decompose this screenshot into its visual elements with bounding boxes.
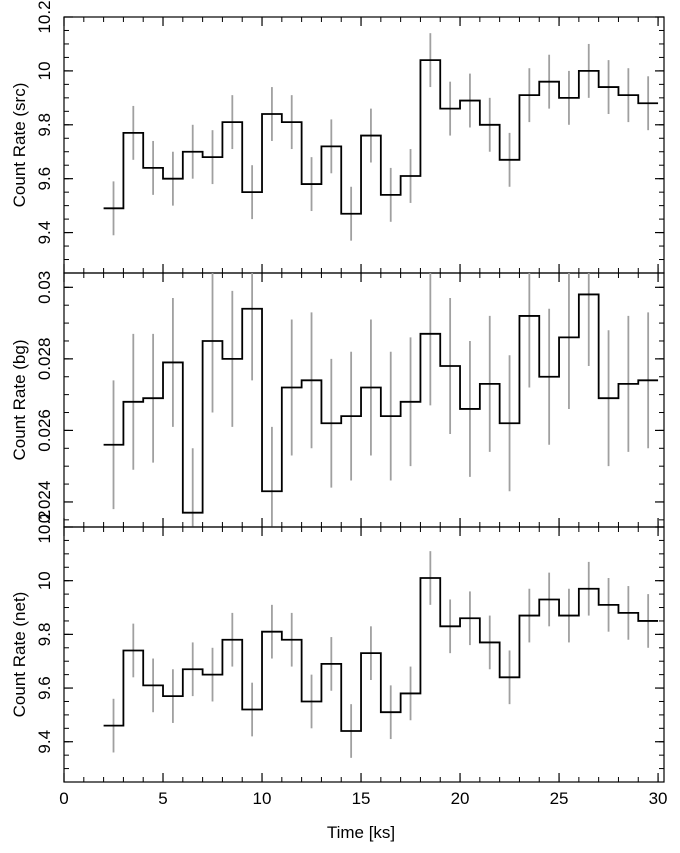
series-line [103, 293, 659, 514]
series-line [103, 577, 659, 732]
y-tick-label: 9.6 [35, 676, 54, 700]
y-tick-label: 9.6 [35, 167, 54, 191]
y-axis-label: Count Rate (net) [10, 592, 29, 718]
y-tick-label: 9.4 [35, 221, 54, 245]
y-tick-label: 9.8 [35, 623, 54, 647]
y-tick-label: 0.024 [35, 481, 54, 524]
y-axis-label: Count Rate (bg) [10, 340, 29, 461]
x-tick-label: 15 [352, 789, 371, 808]
y-tick-label: 0.028 [35, 338, 54, 381]
panel-2: 0.024 0.026 0.028 0.03 Count Rate (bg) [10, 271, 665, 528]
y-tick-label: 10.2 [35, 510, 54, 543]
y-tick-label: 9.8 [35, 113, 54, 137]
y-tick-label: 10 [35, 571, 54, 590]
series-line [103, 59, 659, 215]
y-tick-label: 9.4 [35, 730, 54, 754]
y-tick-label: 10 [35, 61, 54, 80]
y-tick-label: 0.026 [35, 409, 54, 452]
panel-3: 9.4 9.6 9.8 10 10.2 Count Rate (net) [10, 510, 665, 783]
y-tick-label: 0.03 [35, 271, 54, 304]
y-axis-label: Count Rate (src) [10, 83, 29, 208]
y-tick-label: 10.2 [35, 0, 54, 33]
x-tick-label: 5 [158, 789, 167, 808]
panel-1: 9.4 9.6 9.8 10 10.2 Count Rate (src) [10, 0, 665, 274]
x-tick-label: 20 [451, 789, 470, 808]
x-tick-label: 10 [253, 789, 272, 808]
x-tick-label: 25 [550, 789, 569, 808]
panel-frame [63, 526, 665, 783]
x-tick-label: 30 [649, 789, 668, 808]
x-tick-label: 0 [59, 789, 68, 808]
x-axis-label: Time [ks] [327, 823, 395, 842]
